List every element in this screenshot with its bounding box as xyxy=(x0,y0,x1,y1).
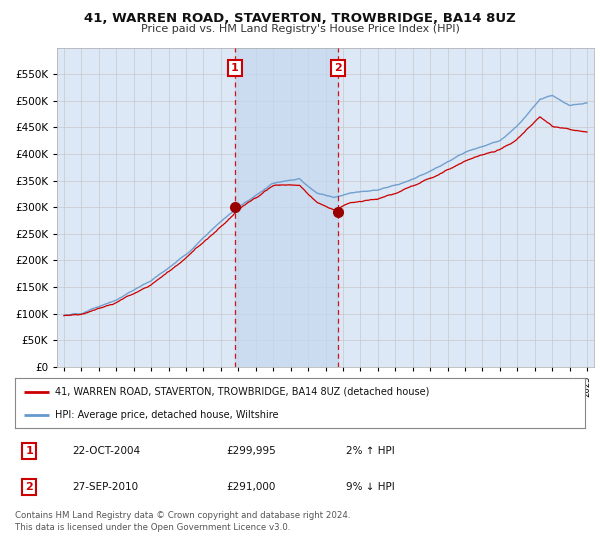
Text: HPI: Average price, detached house, Wiltshire: HPI: Average price, detached house, Wilt… xyxy=(55,410,278,420)
Text: 22-OCT-2004: 22-OCT-2004 xyxy=(72,446,140,456)
Text: £291,000: £291,000 xyxy=(226,482,275,492)
Text: 2: 2 xyxy=(335,63,342,73)
Text: 27-SEP-2010: 27-SEP-2010 xyxy=(72,482,138,492)
Text: 41, WARREN ROAD, STAVERTON, TROWBRIDGE, BA14 8UZ: 41, WARREN ROAD, STAVERTON, TROWBRIDGE, … xyxy=(84,12,516,25)
Text: 9% ↓ HPI: 9% ↓ HPI xyxy=(346,482,394,492)
Text: Contains HM Land Registry data © Crown copyright and database right 2024.
This d: Contains HM Land Registry data © Crown c… xyxy=(15,511,350,531)
Text: £299,995: £299,995 xyxy=(226,446,275,456)
Text: Price paid vs. HM Land Registry's House Price Index (HPI): Price paid vs. HM Land Registry's House … xyxy=(140,24,460,34)
Text: 1: 1 xyxy=(231,63,239,73)
Text: 41, WARREN ROAD, STAVERTON, TROWBRIDGE, BA14 8UZ (detached house): 41, WARREN ROAD, STAVERTON, TROWBRIDGE, … xyxy=(55,386,429,396)
Bar xyxy=(235,48,338,367)
Text: 1: 1 xyxy=(25,446,33,456)
Text: 2% ↑ HPI: 2% ↑ HPI xyxy=(346,446,394,456)
Text: 2: 2 xyxy=(25,482,33,492)
